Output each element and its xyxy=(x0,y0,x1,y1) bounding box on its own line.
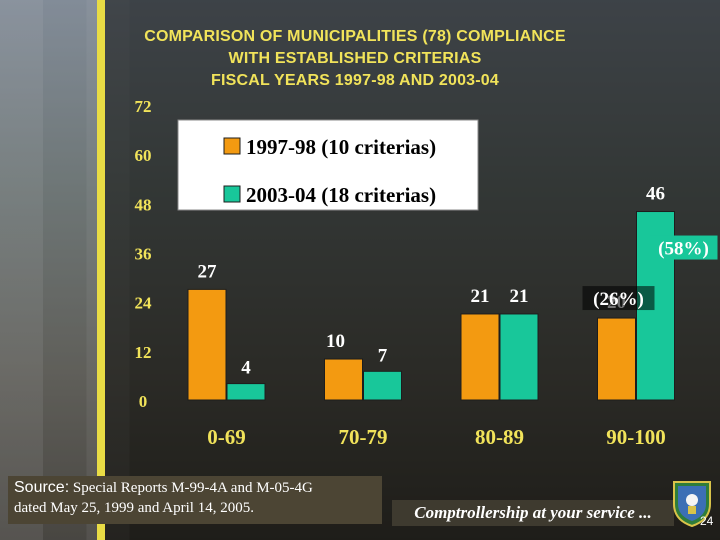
y-tick-label-36: 36 xyxy=(135,245,152,264)
percent-annotation-box-1 xyxy=(582,286,655,311)
bar-70-79-series-2 xyxy=(363,370,402,401)
y-tick-label-72: 72 xyxy=(135,97,152,116)
background-overlay xyxy=(105,0,720,540)
source-label: Source: xyxy=(14,479,70,496)
legend-swatch-series-2 xyxy=(223,185,241,203)
source-line-1: Special Reports M-99-4A and M-05-4G xyxy=(72,480,313,496)
source-line-2: dated May 25, 1999 and April 14, 2005. xyxy=(14,500,254,516)
percent-annotation-box-2 xyxy=(649,235,718,260)
y-tick-label-60: 60 xyxy=(135,146,152,165)
title-line-2: WITH ESTABLISHED CRITERIAS xyxy=(228,50,482,67)
bars xyxy=(187,211,675,401)
bar-0-69-series-2 xyxy=(226,383,266,401)
background-left-panel xyxy=(0,0,97,540)
bar-80-89-series-2 xyxy=(499,313,539,401)
percent-annotation-1: (26%) xyxy=(593,289,644,310)
chart-title: COMPARISON OF MUNICIPALITIES (78) COMPLI… xyxy=(120,26,590,92)
value-label-70-79-series-1: 10 xyxy=(326,331,345,352)
value-label-70-79-series-2: 7 xyxy=(378,345,388,366)
legend: 1997-98 (10 criterias) 2003-04 (18 criter… xyxy=(177,119,479,211)
value-label-0-69-series-2: 4 xyxy=(241,358,251,379)
value-labels: 27410721212046(26%)(58%) xyxy=(198,184,718,379)
slogan-text: Comptrollership at your service ... xyxy=(392,500,674,526)
y-tick-label-24: 24 xyxy=(135,294,153,313)
x-tick-label-70-79: 70-79 xyxy=(339,425,388,449)
x-axis-labels: 0-69 70-79 80-89 90-100 xyxy=(207,425,666,449)
title-line-1: COMPARISON OF MUNICIPALITIES (78) COMPLI… xyxy=(144,28,566,45)
y-tick-label-48: 48 xyxy=(135,195,152,214)
title-line-3: FISCAL YEARS 1997-98 AND 2003-04 xyxy=(210,72,499,89)
y-tick-label-12: 12 xyxy=(135,343,152,362)
value-label-0-69-series-1: 27 xyxy=(198,261,218,282)
legend-swatch-series-1 xyxy=(223,137,241,155)
source-note: Source: Special Reports M-99-4A and M-05… xyxy=(8,476,382,524)
yellow-accent-bar xyxy=(97,0,105,540)
bar-70-79-series-1 xyxy=(324,358,363,401)
bar-80-89-series-1 xyxy=(460,313,500,401)
legend-label-series-1: 1997-98 (10 criterias) xyxy=(246,135,436,159)
bar-0-69-series-1 xyxy=(187,288,227,401)
coat-of-arms-seal-icon xyxy=(673,481,711,528)
value-label-90-100-series-2: 46 xyxy=(646,184,665,205)
y-tick-label-0: 0 xyxy=(139,392,148,411)
x-tick-label-0-69: 0-69 xyxy=(207,425,246,449)
value-label-80-89-series-1: 21 xyxy=(471,286,490,307)
y-axis-labels: 0 12 24 36 48 60 72 xyxy=(135,97,153,411)
legend-label-series-2: 2003-04 (18 criterias) xyxy=(246,183,436,207)
x-tick-label-80-89: 80-89 xyxy=(475,425,524,449)
value-label-80-89-series-2: 21 xyxy=(510,286,529,307)
page-number: 24 xyxy=(700,514,714,528)
x-tick-label-90-100: 90-100 xyxy=(606,425,666,449)
percent-annotation-2: (58%) xyxy=(658,239,709,260)
bar-90-100-series-1 xyxy=(597,317,636,401)
